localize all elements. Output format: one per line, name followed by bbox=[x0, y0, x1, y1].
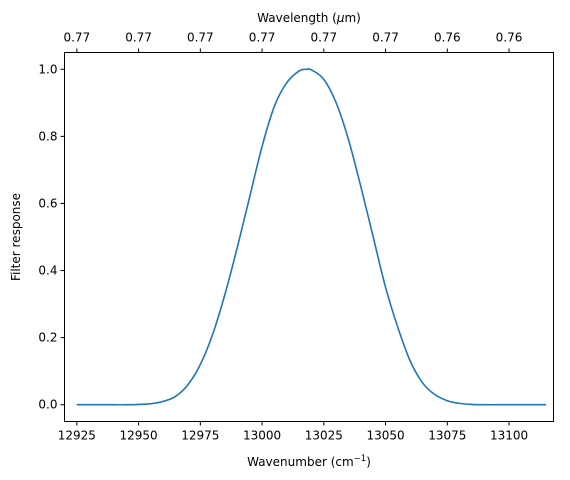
y-axis-title: Filter response bbox=[9, 193, 23, 281]
y-tick-label: 0.2 bbox=[38, 331, 57, 345]
x-tick-label: 13050 bbox=[366, 429, 404, 443]
x2-tick-label: 0.77 bbox=[63, 31, 90, 45]
x-tick-label: 13000 bbox=[243, 429, 281, 443]
y-tick-label: 0.0 bbox=[38, 398, 57, 412]
y-tick-label: 0.8 bbox=[38, 129, 57, 143]
x2-tick-label: 0.77 bbox=[249, 31, 276, 45]
series-line bbox=[76, 68, 547, 406]
x-tick-label: 12975 bbox=[181, 429, 219, 443]
y-tick-label: 0.4 bbox=[38, 264, 57, 278]
x-tick-label: 13025 bbox=[305, 429, 343, 443]
x-axis-title-text: Wavenumber (cm bbox=[247, 455, 354, 469]
x-tick-label: 13075 bbox=[428, 429, 466, 443]
axis-ticks: 12925 12950 12975 13000 13025 13050 13075 13100… bbox=[38, 31, 528, 443]
x2-axis-title-mu: μ bbox=[336, 11, 345, 25]
plot-area bbox=[76, 68, 547, 406]
x-axis-title: Wavenumber (cm−1) bbox=[247, 454, 371, 469]
x-tick-label: 12950 bbox=[119, 429, 157, 443]
x2-tick-label: 0.76 bbox=[496, 31, 523, 45]
x2-tick-label: 0.77 bbox=[125, 31, 152, 45]
x-axis-title-end: ) bbox=[366, 455, 371, 469]
y-tick-label: 1.0 bbox=[38, 62, 57, 76]
x-axis-title-sup: −1 bbox=[354, 454, 367, 464]
x2-tick-label: 0.77 bbox=[187, 31, 214, 45]
x-tick-label: 13100 bbox=[490, 429, 528, 443]
x2-tick-label: 0.76 bbox=[434, 31, 461, 45]
x2-axis-title: Wavelength (μm) bbox=[257, 11, 361, 25]
x2-tick-label: 0.77 bbox=[310, 31, 337, 45]
x2-axis-title-end: m) bbox=[344, 11, 360, 25]
x-tick-label: 12925 bbox=[58, 429, 96, 443]
y-tick-label: 0.6 bbox=[38, 196, 57, 210]
x2-tick-label: 0.77 bbox=[372, 31, 399, 45]
plot-frame bbox=[64, 52, 554, 422]
x2-axis-title-text: Wavelength ( bbox=[257, 11, 337, 25]
